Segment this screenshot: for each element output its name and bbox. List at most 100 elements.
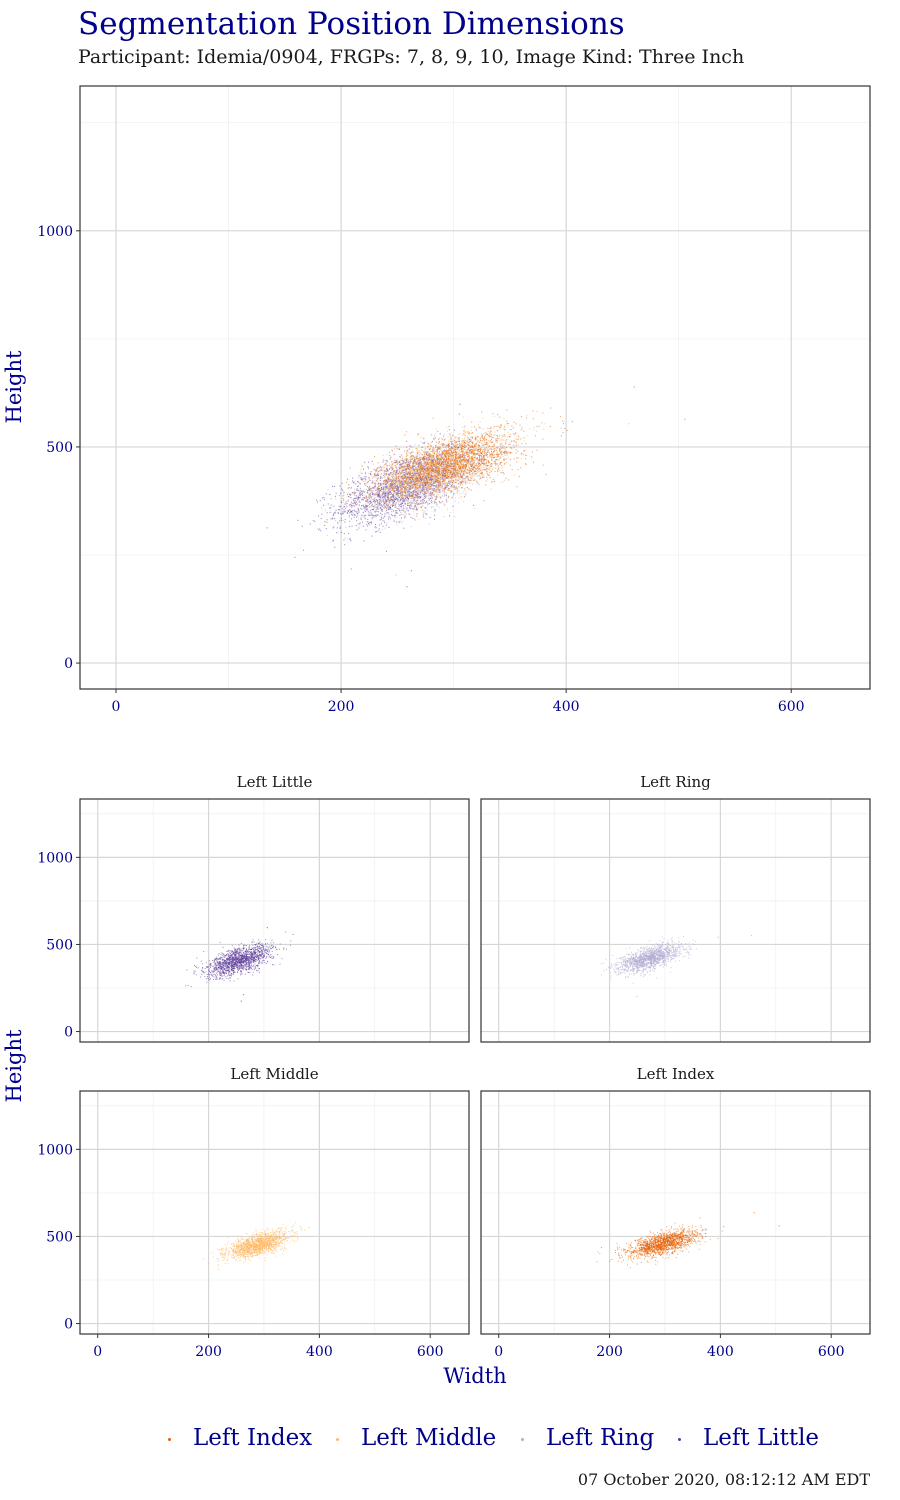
- data-point: [431, 497, 433, 499]
- data-point: [503, 428, 505, 430]
- data-point: [426, 505, 428, 507]
- data-point: [462, 416, 464, 418]
- data-point: [350, 497, 352, 499]
- data-point: [428, 493, 430, 495]
- data-point: [394, 514, 396, 516]
- data-point: [371, 487, 373, 489]
- data-point: [490, 467, 492, 469]
- data-point: [403, 467, 405, 469]
- data-point: [404, 466, 406, 468]
- data-point: [382, 488, 384, 490]
- data-point: [401, 490, 403, 492]
- data-point: [483, 455, 485, 457]
- data-point: [417, 490, 419, 492]
- data-point: [380, 507, 382, 509]
- data-point: [406, 472, 408, 474]
- data-point: [499, 445, 501, 447]
- data-point: [397, 501, 399, 503]
- data-point: [381, 495, 383, 497]
- data-point: [449, 515, 451, 517]
- data-point: [443, 490, 445, 492]
- data-point: [478, 475, 480, 477]
- data-point: [450, 491, 452, 493]
- data-point: [404, 511, 406, 513]
- data-point: [489, 455, 491, 457]
- data-point: [457, 479, 459, 481]
- data-point: [387, 491, 389, 493]
- data-point: [322, 497, 324, 499]
- data-point: [392, 497, 394, 499]
- data-point: [343, 499, 345, 501]
- data-point: [473, 445, 475, 447]
- data-point: [391, 497, 393, 499]
- data-point: [446, 474, 448, 476]
- data-point: [421, 477, 423, 479]
- data-point: [381, 510, 383, 512]
- data-point: [349, 538, 351, 540]
- data-point: [413, 502, 415, 504]
- data-point: [430, 478, 432, 480]
- data-point: [456, 489, 458, 491]
- data-point: [399, 520, 401, 522]
- data-point: [375, 511, 377, 513]
- data-point: [414, 506, 416, 508]
- data-point: [461, 482, 463, 484]
- data-point: [400, 505, 402, 507]
- data-point: [408, 491, 410, 493]
- data-point: [370, 499, 372, 501]
- data-point: [479, 421, 481, 423]
- data-point: [447, 463, 449, 465]
- data-point: [456, 479, 458, 481]
- data-point: [357, 494, 359, 496]
- data-point: [423, 462, 425, 464]
- data-point: [404, 515, 406, 517]
- data-point: [450, 435, 452, 437]
- data-point: [378, 528, 380, 530]
- data-point: [472, 465, 474, 467]
- data-point: [415, 456, 417, 458]
- data-point: [398, 505, 400, 507]
- data-point: [401, 466, 403, 468]
- data-point: [424, 469, 426, 471]
- data-point: [442, 490, 444, 492]
- data-point: [424, 493, 426, 495]
- data-point: [379, 469, 381, 471]
- data-point: [404, 499, 406, 501]
- data-point: [409, 507, 411, 509]
- data-point: [338, 509, 340, 511]
- data-point: [426, 474, 428, 476]
- data-point: [411, 486, 413, 488]
- data-point: [377, 511, 379, 513]
- data-point: [411, 492, 413, 494]
- data-point: [423, 510, 425, 512]
- data-point: [425, 484, 427, 486]
- data-point: [373, 486, 375, 488]
- data-point: [401, 464, 403, 466]
- data-point: [373, 468, 375, 470]
- data-point: [401, 479, 403, 481]
- data-point: [347, 495, 349, 497]
- data-point: [350, 505, 352, 507]
- data-point: [452, 496, 454, 498]
- data-point: [453, 456, 455, 458]
- data-point: [420, 457, 422, 459]
- data-point: [433, 435, 435, 437]
- data-point: [400, 465, 402, 467]
- data-point: [379, 499, 381, 501]
- data-point: [438, 500, 440, 502]
- data-point: [294, 556, 296, 558]
- data-point: [417, 476, 419, 478]
- data-point: [395, 476, 397, 478]
- data-point: [375, 469, 377, 471]
- data-point: [483, 448, 485, 450]
- data-point: [446, 455, 448, 457]
- data-point: [327, 489, 329, 491]
- data-point: [402, 456, 404, 458]
- data-point: [411, 488, 413, 490]
- data-point: [448, 463, 450, 465]
- data-point: [504, 446, 506, 448]
- data-point: [480, 460, 482, 462]
- data-point: [474, 456, 476, 458]
- data-point: [413, 499, 415, 501]
- data-point: [473, 458, 475, 460]
